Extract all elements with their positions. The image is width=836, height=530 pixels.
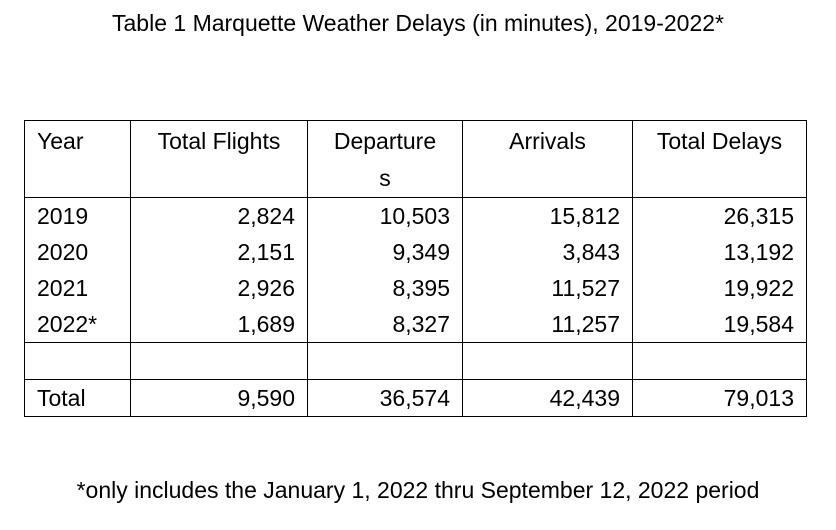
total-flights-sum-cell: 9,590 — [130, 379, 308, 417]
header-total-flights: Total Flights — [130, 120, 308, 198]
total-flights-cell: 1,689 — [130, 306, 308, 343]
table-row: 2021 2,926 8,395 11,527 19,922 — [24, 270, 807, 306]
arrivals-cell: 15,812 — [462, 197, 633, 234]
total-delays-sum-cell: 79,013 — [632, 379, 807, 417]
table-row: 2020 2,151 9,349 3,843 13,192 — [24, 234, 807, 270]
departures-sum-cell: 36,574 — [307, 379, 463, 417]
header-year: Year — [24, 120, 131, 198]
blank-cell — [24, 342, 131, 380]
arrivals-cell: 11,527 — [462, 270, 633, 306]
year-cell: 2019 — [24, 197, 131, 234]
total-delays-cell: 13,192 — [632, 234, 807, 270]
departures-cell: 8,395 — [307, 270, 463, 306]
table-row: 2022* 1,689 8,327 11,257 19,584 — [24, 306, 807, 343]
total-row: Total 9,590 36,574 42,439 79,013 — [24, 379, 807, 417]
total-delays-cell: 26,315 — [632, 197, 807, 234]
header-row: Year Total Flights Departure s Arrivals … — [24, 120, 807, 198]
table-title: Table 1 Marquette Weather Delays (in min… — [112, 10, 724, 36]
total-flights-cell: 2,926 — [130, 270, 308, 306]
header-departures: Departure s — [307, 120, 463, 198]
blank-row — [24, 342, 807, 380]
blank-cell — [307, 342, 463, 380]
header-departures-line2: s — [379, 165, 391, 191]
footnote: *only includes the January 1, 2022 thru … — [76, 477, 760, 503]
total-flights-cell: 2,824 — [130, 197, 308, 234]
blank-cell — [632, 342, 807, 380]
departures-cell: 10,503 — [307, 197, 463, 234]
year-cell: 2022* — [24, 306, 131, 343]
departures-cell: 9,349 — [307, 234, 463, 270]
departures-cell: 8,327 — [307, 306, 463, 343]
header-departures-line1: Departure — [333, 128, 437, 154]
year-cell: 2020 — [24, 234, 131, 270]
header-total-delays: Total Delays — [632, 120, 807, 198]
total-flights-cell: 2,151 — [130, 234, 308, 270]
header-arrivals: Arrivals — [462, 120, 633, 198]
blank-cell — [462, 342, 633, 380]
year-cell: 2021 — [24, 270, 131, 306]
total-delays-cell: 19,584 — [632, 306, 807, 343]
weather-delays-table: Year Total Flights Departure s Arrivals … — [24, 120, 807, 417]
table-row: 2019 2,824 10,503 15,812 26,315 — [24, 197, 807, 234]
arrivals-sum-cell: 42,439 — [462, 379, 633, 417]
arrivals-cell: 11,257 — [462, 306, 633, 343]
blank-cell — [130, 342, 308, 380]
arrivals-cell: 3,843 — [462, 234, 633, 270]
total-delays-cell: 19,922 — [632, 270, 807, 306]
total-label-cell: Total — [24, 379, 131, 417]
